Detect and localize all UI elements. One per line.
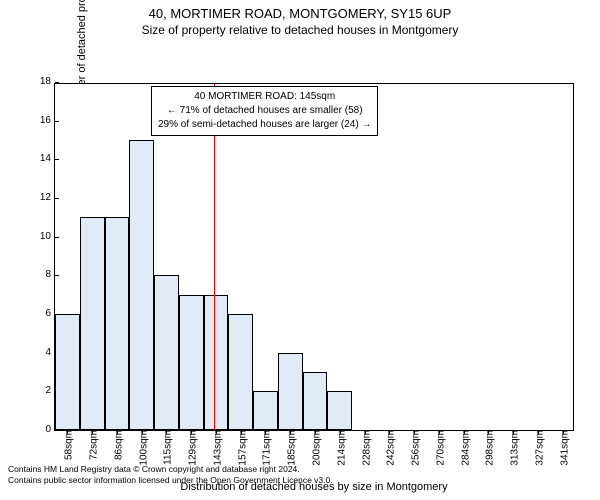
x-tick: 86sqm bbox=[109, 430, 124, 460]
x-tick: 228sqm bbox=[357, 430, 372, 466]
y-tick: 14 bbox=[40, 154, 55, 164]
x-tick: 72sqm bbox=[85, 430, 100, 460]
chart-title: Size of property relative to detached ho… bbox=[0, 21, 600, 39]
x-tick: 58sqm bbox=[60, 430, 75, 460]
x-tick: 341sqm bbox=[555, 430, 570, 466]
x-tick: 214sqm bbox=[332, 430, 347, 466]
y-tick: 16 bbox=[40, 116, 55, 126]
histogram-bar bbox=[303, 372, 328, 430]
x-tick: 327sqm bbox=[530, 430, 545, 466]
x-tick: 313sqm bbox=[506, 430, 521, 466]
x-tick: 185sqm bbox=[283, 430, 298, 466]
x-tick: 284sqm bbox=[456, 430, 471, 466]
y-tick: 10 bbox=[40, 232, 55, 242]
annotation-line: ← 71% of detached houses are smaller (58… bbox=[158, 104, 371, 118]
x-tick: 171sqm bbox=[258, 430, 273, 466]
histogram-bar bbox=[55, 314, 80, 430]
x-tick: 100sqm bbox=[134, 430, 149, 466]
x-tick: 242sqm bbox=[382, 430, 397, 466]
histogram-bar bbox=[80, 217, 105, 430]
x-tick: 143sqm bbox=[208, 430, 223, 466]
x-tick: 270sqm bbox=[431, 430, 446, 466]
x-tick: 298sqm bbox=[481, 430, 496, 466]
x-tick: 129sqm bbox=[184, 430, 199, 466]
annotation-line: 40 MORTIMER ROAD: 145sqm bbox=[158, 90, 371, 104]
y-tick: 12 bbox=[40, 193, 55, 203]
y-tick: 18 bbox=[40, 77, 55, 87]
histogram-bar bbox=[105, 217, 130, 430]
histogram-bar bbox=[129, 140, 154, 430]
x-tick: 200sqm bbox=[308, 430, 323, 466]
plot-area: 02468101214161858sqm72sqm86sqm100sqm115s… bbox=[54, 83, 574, 431]
x-tick: 115sqm bbox=[159, 430, 174, 465]
histogram-bar bbox=[278, 353, 303, 430]
attribution-line: Contains public sector information licen… bbox=[8, 475, 333, 486]
x-tick: 256sqm bbox=[407, 430, 422, 466]
attribution-line: Contains HM Land Registry data © Crown c… bbox=[8, 464, 333, 475]
supertitle: 40, MORTIMER ROAD, MONTGOMERY, SY15 6UP bbox=[0, 0, 600, 21]
annotation-box: 40 MORTIMER ROAD: 145sqm← 71% of detache… bbox=[151, 86, 378, 136]
y-tick: 2 bbox=[45, 386, 55, 396]
annotation-line: 29% of semi-detached houses are larger (… bbox=[158, 118, 371, 132]
y-tick: 0 bbox=[45, 425, 55, 435]
histogram-bar bbox=[253, 391, 278, 430]
histogram-bar bbox=[154, 275, 179, 430]
y-tick: 8 bbox=[45, 270, 55, 280]
histogram-bar bbox=[228, 314, 253, 430]
histogram-bar bbox=[179, 295, 204, 430]
x-tick: 157sqm bbox=[233, 430, 248, 466]
attribution-text: Contains HM Land Registry data © Crown c… bbox=[8, 464, 333, 486]
histogram-bar bbox=[204, 295, 229, 430]
y-tick: 6 bbox=[45, 309, 55, 319]
y-tick: 4 bbox=[45, 348, 55, 358]
histogram-bar bbox=[327, 391, 352, 430]
